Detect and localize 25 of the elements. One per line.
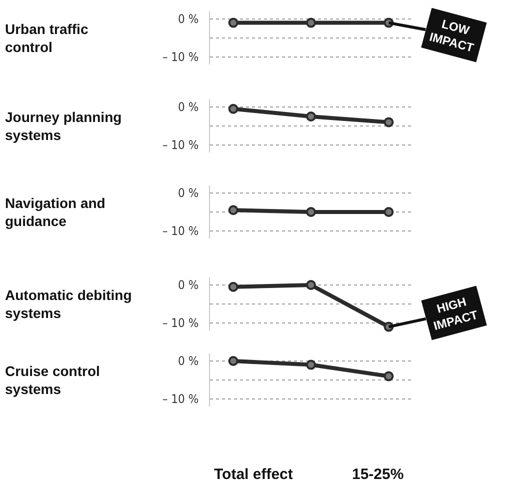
text: Total effect — [214, 466, 293, 483]
y-tick-label: – 10 % — [162, 392, 199, 406]
y-tick-label: 0 % — [178, 12, 199, 26]
point — [306, 360, 316, 370]
y-tick-label: – 10 % — [162, 138, 199, 152]
point — [228, 282, 238, 292]
text: Navigation and guidance — [5, 195, 106, 230]
point — [384, 117, 394, 128]
y-tick-label: 0 % — [178, 186, 199, 200]
point — [306, 112, 316, 122]
text: Urban traffic control — [5, 21, 88, 56]
text: 15-25% — [352, 466, 404, 483]
text: Journey planning systems — [5, 109, 122, 144]
text: Automatic debiting systems — [5, 287, 132, 322]
y-tick-label: 0 % — [178, 278, 199, 292]
point — [228, 104, 238, 114]
y-tick-label: 0 % — [178, 354, 199, 368]
point — [228, 356, 238, 366]
y-tick-label: – 10 % — [162, 50, 199, 64]
y-tick-label: – 10 % — [162, 316, 199, 330]
y-tick-label: 0 % — [178, 100, 199, 114]
y-tick-label: – 10 % — [162, 224, 199, 238]
point — [384, 371, 394, 382]
text: Cruise control systems — [5, 363, 100, 398]
point — [306, 280, 316, 290]
